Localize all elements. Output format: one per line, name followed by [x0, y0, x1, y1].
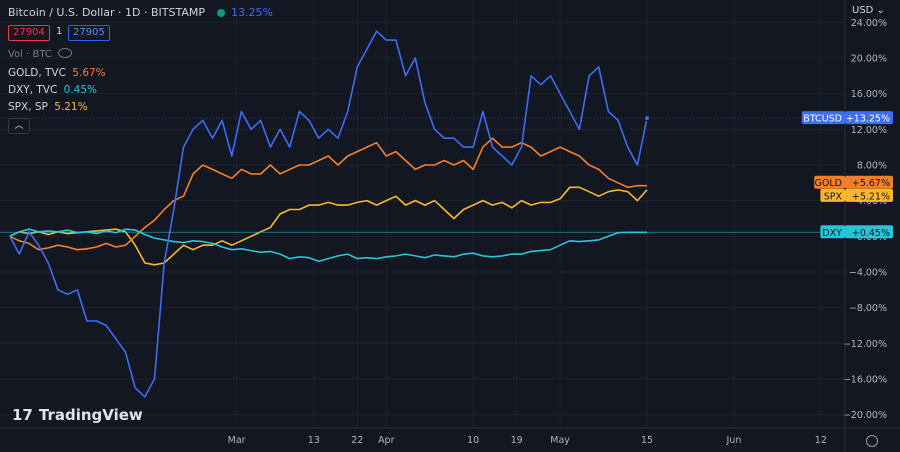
series-name-label: SPX [824, 191, 843, 202]
y-tick-label: −16.00% [843, 374, 887, 385]
y-tick-label: 24.00% [851, 18, 887, 29]
legend-gold[interactable]: GOLD, TVC 5.67% [8, 67, 106, 79]
y-tick-label: 16.00% [851, 89, 887, 100]
series-value-tag-btcusd [845, 111, 893, 125]
y-tick-label: −8.00% [849, 303, 887, 314]
eye-icon[interactable] [58, 48, 72, 58]
series-name-label: BTCUSD [803, 114, 842, 125]
series-line-spx [9, 186, 648, 266]
series-name-label: DXY [822, 228, 842, 239]
x-tick-label: Jun [726, 435, 742, 446]
x-tick-label: 13 [308, 435, 320, 446]
symbol-header[interactable]: Bitcoin / U.S. Dollar · 1D · BITSTAMP 13.… [8, 6, 273, 19]
legend-gold-value: 5.67% [72, 67, 106, 79]
last-point-btcusd [644, 115, 651, 122]
x-tick-label: 12 [815, 435, 827, 446]
series-value-label: +0.45% [852, 228, 890, 239]
legend-dxy-value: 0.45% [63, 84, 97, 96]
legend-dxy[interactable]: DXY, TVC 0.45% [8, 84, 97, 96]
legend-spx-name: SPX, SP [8, 101, 48, 113]
brand-name: TradingView [38, 406, 143, 424]
currency-selector[interactable]: USD ⌄ [852, 5, 885, 16]
symbol-title: Bitcoin / U.S. Dollar · 1D · BITSTAMP [8, 6, 205, 19]
order-quantity: 1 [56, 26, 63, 37]
series-line-dxy [9, 228, 647, 263]
series-value-label: +5.67% [852, 178, 890, 189]
series-value-label: +13.25% [846, 114, 890, 125]
sell-price-button[interactable]: 27904 [8, 25, 50, 41]
y-tick-label: −12.00% [843, 339, 887, 350]
y-tick-label: 12.00% [851, 125, 887, 136]
x-tick-label: 10 [467, 435, 479, 446]
legend-gold-name: GOLD, TVC [8, 67, 66, 79]
currency-label: USD [852, 5, 874, 16]
x-tick-label: 19 [511, 435, 523, 446]
series-name-tag-btcusd [801, 111, 845, 125]
series-name-label: GOLD [815, 178, 842, 189]
market-status-icon [216, 9, 225, 17]
symbol-change: 13.25% [230, 6, 273, 19]
volume-legend: Vol · BTC [8, 49, 52, 60]
x-tick-label: Apr [378, 435, 395, 446]
legend-spx[interactable]: SPX, SP 5.21% [8, 101, 88, 113]
tradingview-mark-icon: 17 [12, 406, 33, 424]
legend-spx-value: 5.21% [54, 101, 88, 113]
x-tick-label: 22 [351, 435, 363, 446]
x-tick-label: 15 [641, 435, 653, 446]
series-line-gold [9, 137, 647, 251]
chevron-up-icon[interactable]: ︿ [8, 118, 30, 134]
series-value-label: +5.21% [852, 191, 890, 202]
series-value-tag-dxy [845, 225, 893, 239]
legend-dxy-name: DXY, TVC [8, 84, 58, 96]
series-value-tag-spx [845, 188, 893, 202]
series-name-tag-dxy [820, 225, 845, 239]
x-tick-label: Mar [228, 435, 246, 446]
y-tick-label: −4.00% [849, 267, 887, 278]
x-tick-label: May [550, 435, 570, 446]
buy-price-button[interactable]: 27905 [68, 25, 110, 41]
gear-icon[interactable] [866, 435, 878, 447]
y-tick-label: 20.00% [851, 53, 887, 64]
series-name-tag-spx [820, 188, 845, 202]
y-tick-label: 8.00% [857, 160, 887, 171]
series-line-btcusd [8, 30, 648, 398]
series-value-tag-gold [845, 175, 893, 189]
series-name-tag-gold [814, 175, 845, 189]
tradingview-logo: 17 TradingView [12, 406, 143, 424]
y-tick-label: −20.00% [843, 410, 887, 421]
